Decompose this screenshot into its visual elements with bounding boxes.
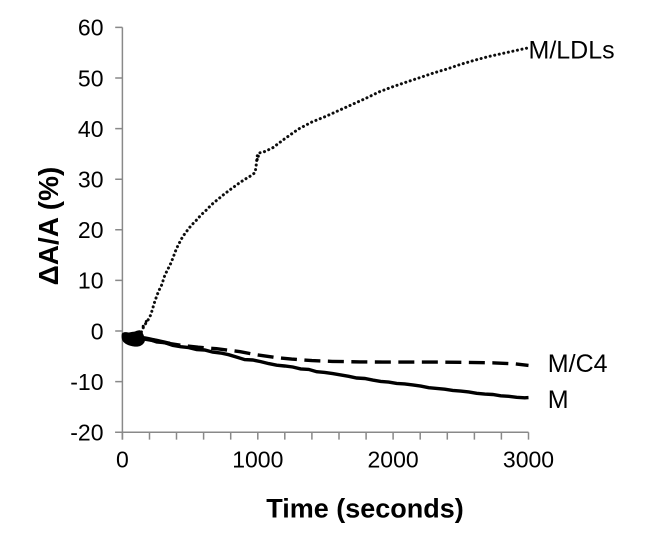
- svg-text:3000: 3000: [503, 447, 554, 473]
- svg-text:30: 30: [78, 167, 104, 193]
- svg-text:40: 40: [78, 116, 104, 142]
- svg-text:-10: -10: [70, 369, 103, 395]
- svg-text:-20: -20: [70, 420, 103, 446]
- svg-text:M/LDLs: M/LDLs: [529, 37, 615, 65]
- svg-text:0: 0: [91, 318, 104, 344]
- svg-text:1000: 1000: [232, 447, 283, 473]
- svg-text:Time (seconds): Time (seconds): [266, 494, 464, 524]
- svg-text:2000: 2000: [368, 447, 419, 473]
- svg-text:20: 20: [78, 217, 104, 243]
- svg-text:60: 60: [78, 15, 104, 41]
- svg-text:0: 0: [116, 447, 129, 473]
- svg-text:50: 50: [78, 65, 104, 91]
- svg-text:10: 10: [78, 268, 104, 294]
- svg-text:ΔA/A (%): ΔA/A (%): [33, 167, 64, 286]
- svg-text:M: M: [548, 386, 569, 414]
- svg-text:M/C4: M/C4: [548, 350, 608, 378]
